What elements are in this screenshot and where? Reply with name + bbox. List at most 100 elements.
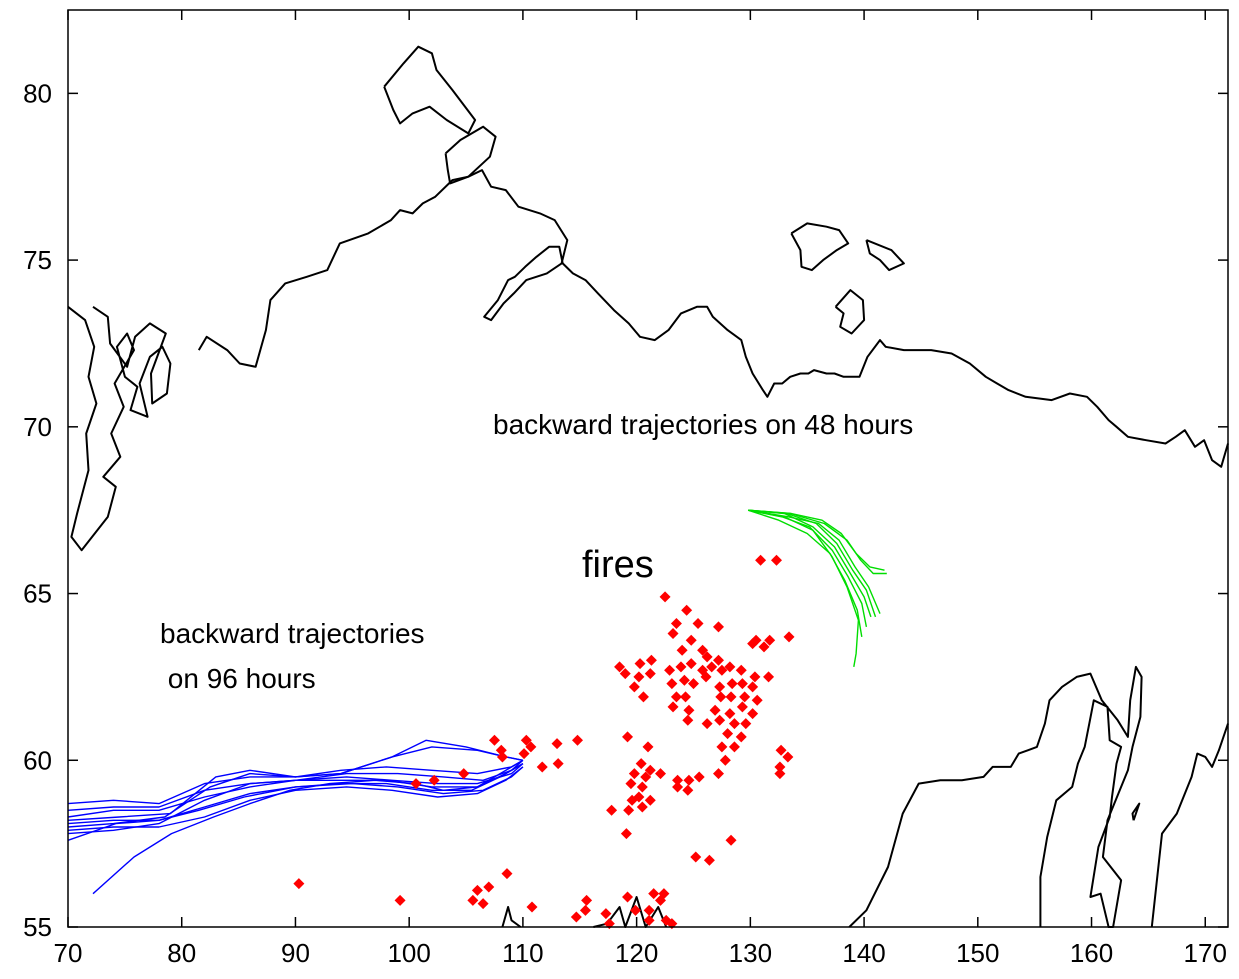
fire-point-113: [467, 894, 479, 906]
fire-point-112: [483, 881, 495, 893]
fire-point-91: [682, 784, 694, 796]
y-tick-label: 55: [23, 912, 52, 942]
fire-point-27: [724, 661, 736, 673]
fire-point-83: [655, 768, 667, 780]
fire-point-49: [637, 691, 649, 703]
coastline-7: [848, 665, 1143, 928]
fire-point-74: [622, 731, 634, 743]
x-tick-label: 70: [54, 938, 83, 968]
trajectories-48h-layer: [747, 509, 887, 668]
fire-point-76: [775, 744, 787, 756]
fire-point-73: [571, 734, 583, 746]
fire-point-111: [471, 884, 483, 896]
fire-point-60: [740, 718, 752, 730]
trajectory-96h-line-3: [67, 766, 524, 825]
plot-frame: [67, 9, 1229, 928]
fire-point-39: [726, 678, 738, 690]
fire-point-16: [645, 654, 657, 666]
fire-point-36: [687, 678, 699, 690]
fire-point-109: [293, 878, 305, 890]
fire-point-75: [642, 741, 654, 753]
fire-point-99: [552, 758, 564, 770]
coastline-2: [383, 45, 477, 135]
x-tick-label: 140: [842, 938, 885, 968]
fire-point-89: [636, 781, 648, 793]
trajectory-48h-line-5: [747, 509, 881, 614]
fire-point-115: [526, 901, 538, 913]
fire-point-47: [739, 691, 751, 703]
fire-point-37: [700, 671, 712, 683]
x-tick-label: 120: [615, 938, 658, 968]
fire-point-13: [758, 641, 770, 653]
fire-point-41: [747, 681, 759, 693]
fire-point-102: [428, 774, 440, 786]
annotation-fires: fires: [582, 544, 654, 586]
trajectory-96h-line-2: [67, 766, 524, 831]
fire-point-68: [520, 734, 532, 746]
fire-point-14: [676, 644, 688, 656]
fire-point-69: [525, 741, 537, 753]
trajectory-96h-line-4: [67, 763, 524, 818]
fire-point-45: [715, 691, 727, 703]
coastline-1: [197, 169, 1229, 468]
x-tick-label: 130: [729, 938, 772, 968]
fire-point-127: [643, 914, 655, 926]
fire-point-34: [666, 678, 678, 690]
fire-point-15: [697, 644, 709, 656]
fire-point-107: [703, 854, 715, 866]
fire-point-6: [713, 621, 725, 633]
fire-point-95: [623, 804, 635, 816]
fire-point-40: [736, 678, 748, 690]
fire-point-25: [706, 661, 718, 673]
trajectory-48h-line-2: [747, 509, 868, 628]
fire-point-81: [628, 768, 640, 780]
fire-point-126: [648, 888, 660, 900]
fire-point-65: [719, 754, 731, 766]
fire-point-103: [458, 768, 470, 780]
fire-point-54: [736, 701, 748, 713]
coastline-11: [501, 906, 522, 928]
coastline-6: [834, 289, 866, 335]
fire-point-28: [735, 664, 747, 676]
annotation-96h-line1: backward trajectories: [160, 618, 425, 649]
fire-point-100: [774, 768, 786, 780]
fire-point-101: [410, 778, 422, 790]
fire-point-50: [667, 701, 679, 713]
fire-point-66: [488, 734, 500, 746]
fire-point-56: [682, 714, 694, 726]
coastline-9: [1150, 723, 1229, 928]
fire-point-20: [634, 658, 646, 670]
fire-point-55: [747, 708, 759, 720]
x-tick-labels: 70 80 90 100 110 120 130 140 150 160 170: [54, 938, 1227, 968]
trajectory-96h-line-5: [67, 759, 524, 811]
fire-point-114: [477, 898, 489, 910]
fire-point-23: [685, 658, 697, 670]
fire-point-42: [628, 681, 640, 693]
fire-point-0: [755, 554, 767, 566]
fire-point-110: [394, 894, 406, 906]
fire-point-62: [735, 731, 747, 743]
fire-point-59: [728, 718, 740, 730]
fire-point-10: [764, 634, 776, 646]
fire-point-17: [701, 651, 713, 663]
fire-point-48: [751, 694, 763, 706]
fire-point-61: [722, 728, 734, 740]
fire-point-26: [716, 664, 728, 676]
coastline-3: [444, 125, 497, 185]
fire-point-7: [667, 628, 679, 640]
fire-point-106: [690, 851, 702, 863]
fire-point-72: [551, 738, 563, 750]
fire-point-96: [636, 801, 648, 813]
coastline-5: [865, 239, 905, 272]
fire-point-122: [629, 904, 641, 916]
trajectory-96h-line-9: [67, 762, 524, 835]
fire-point-32: [633, 671, 645, 683]
trajectories-96h-layer: [67, 739, 524, 895]
fire-point-129: [660, 914, 672, 926]
fire-point-3: [681, 604, 693, 616]
y-tick-label: 80: [23, 78, 52, 108]
coastline-4: [790, 222, 850, 272]
fire-point-11: [783, 631, 795, 643]
fire-point-33: [644, 668, 656, 680]
trajectory-48h-line-1: [747, 509, 863, 638]
